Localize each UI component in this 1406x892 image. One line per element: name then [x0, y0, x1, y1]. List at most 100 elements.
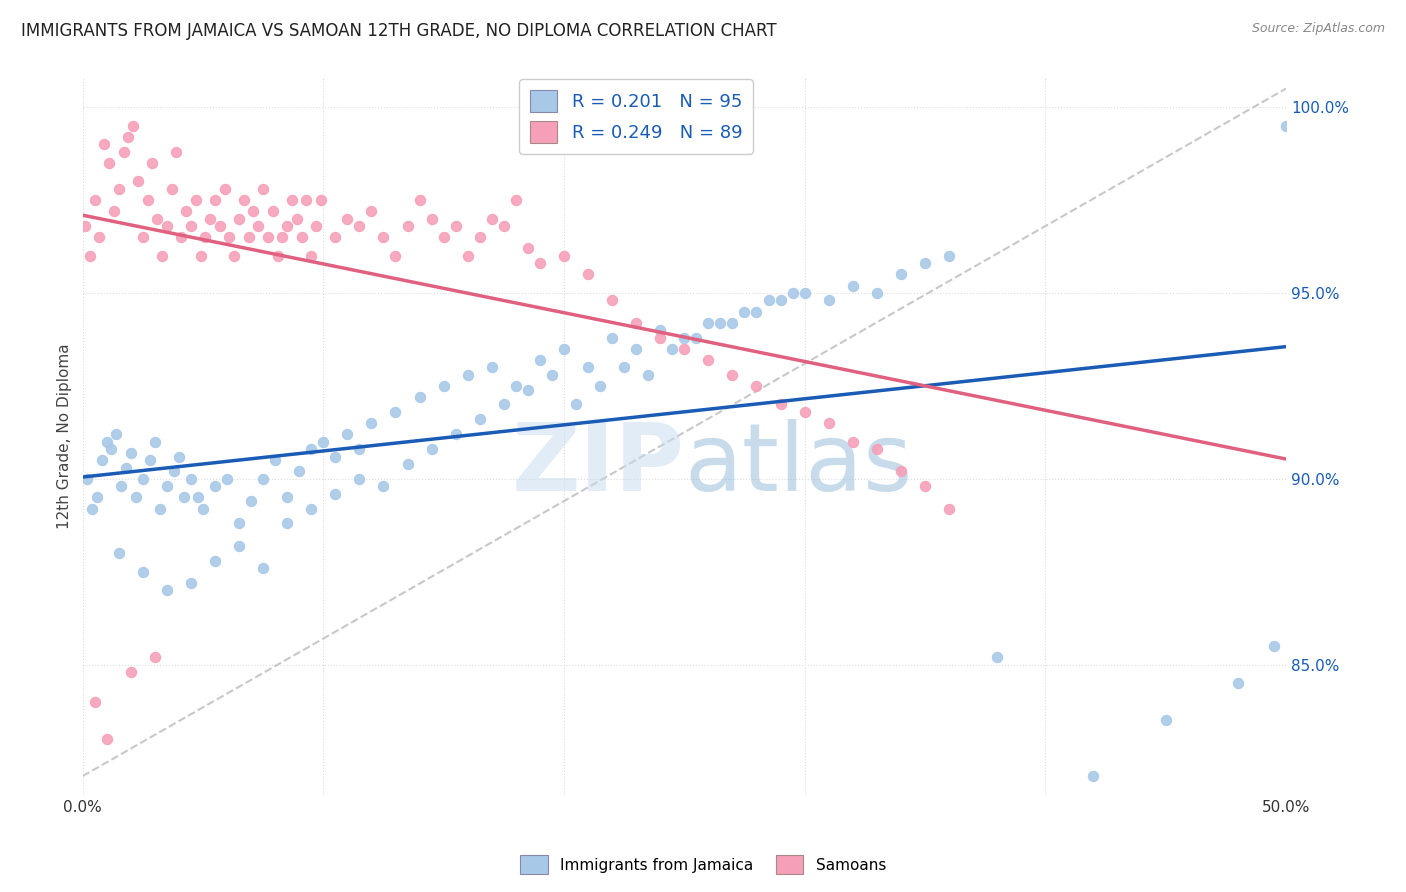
Point [96, 434, 118, 449]
Point [433, 230, 456, 244]
Point [745, 379, 768, 393]
Point [866, 285, 889, 300]
Point [150, 249, 173, 263]
Y-axis label: 12th Grade, No Diploma: 12th Grade, No Diploma [58, 343, 72, 529]
Point [170, 230, 193, 244]
Point [553, 342, 575, 356]
Point [433, 379, 456, 393]
Point [396, 457, 419, 471]
Point [661, 342, 683, 356]
Point [384, 249, 406, 263]
Point [529, 256, 551, 270]
Point [336, 427, 359, 442]
Text: atlas: atlas [685, 418, 912, 511]
Point [291, 230, 314, 244]
Point [156, 219, 179, 233]
Point [373, 230, 395, 244]
Point [576, 360, 599, 375]
Point [914, 479, 936, 493]
Point [132, 565, 155, 579]
Point [457, 368, 479, 382]
Legend: R = 0.201   N = 95, R = 0.249   N = 89: R = 0.201 N = 95, R = 0.249 N = 89 [519, 79, 754, 154]
Point [198, 211, 221, 226]
Point [122, 119, 145, 133]
Point [1083, 769, 1105, 783]
Point [90, 453, 112, 467]
Point [396, 219, 419, 233]
Point [276, 516, 298, 531]
Point [697, 352, 720, 367]
Point [938, 249, 960, 263]
Point [112, 145, 135, 159]
Point [914, 256, 936, 270]
Point [745, 304, 768, 318]
Point [299, 249, 322, 263]
Point [83, 695, 105, 709]
Point [232, 193, 254, 207]
Point [673, 342, 696, 356]
Point [1226, 676, 1249, 690]
Point [986, 650, 1008, 665]
Point [166, 145, 188, 159]
Point [218, 230, 240, 244]
Point [457, 249, 479, 263]
Point [299, 501, 322, 516]
Legend: Immigrants from Jamaica, Samoans: Immigrants from Jamaica, Samoans [515, 849, 891, 880]
Point [817, 293, 839, 308]
Point [89, 230, 111, 244]
Point [866, 442, 889, 456]
Point [360, 416, 382, 430]
Point [187, 491, 209, 505]
Point [295, 193, 318, 207]
Point [600, 330, 623, 344]
Point [733, 304, 755, 318]
Point [117, 129, 139, 144]
Point [1275, 119, 1298, 133]
Point [105, 427, 128, 442]
Point [238, 230, 260, 244]
Point [146, 211, 169, 226]
Point [208, 219, 231, 233]
Point [247, 219, 270, 233]
Point [107, 182, 129, 196]
Point [160, 182, 183, 196]
Point [408, 193, 430, 207]
Point [240, 494, 263, 508]
Point [167, 450, 190, 464]
Point [1154, 714, 1177, 728]
Point [408, 390, 430, 404]
Point [600, 293, 623, 308]
Point [76, 472, 98, 486]
Point [285, 211, 308, 226]
Point [492, 219, 515, 233]
Point [793, 285, 815, 300]
Point [136, 193, 159, 207]
Point [184, 193, 207, 207]
Point [420, 211, 443, 226]
Point [305, 219, 328, 233]
Text: Source: ZipAtlas.com: Source: ZipAtlas.com [1251, 22, 1385, 36]
Point [281, 193, 304, 207]
Point [180, 472, 202, 486]
Point [204, 193, 226, 207]
Point [793, 405, 815, 419]
Point [782, 285, 804, 300]
Point [93, 137, 115, 152]
Point [444, 427, 467, 442]
Point [110, 479, 132, 493]
Point [312, 434, 335, 449]
Point [541, 368, 564, 382]
Point [890, 268, 912, 282]
Point [309, 193, 332, 207]
Point [132, 230, 155, 244]
Point [481, 211, 503, 226]
Point [242, 204, 264, 219]
Text: IMMIGRANTS FROM JAMAICA VS SAMOAN 12TH GRADE, NO DIPLOMA CORRELATION CHART: IMMIGRANTS FROM JAMAICA VS SAMOAN 12TH G… [21, 22, 776, 40]
Text: ZIP: ZIP [512, 418, 685, 511]
Point [132, 472, 155, 486]
Point [252, 561, 274, 575]
Point [100, 442, 122, 456]
Point [758, 293, 780, 308]
Point [553, 249, 575, 263]
Point [262, 204, 284, 219]
